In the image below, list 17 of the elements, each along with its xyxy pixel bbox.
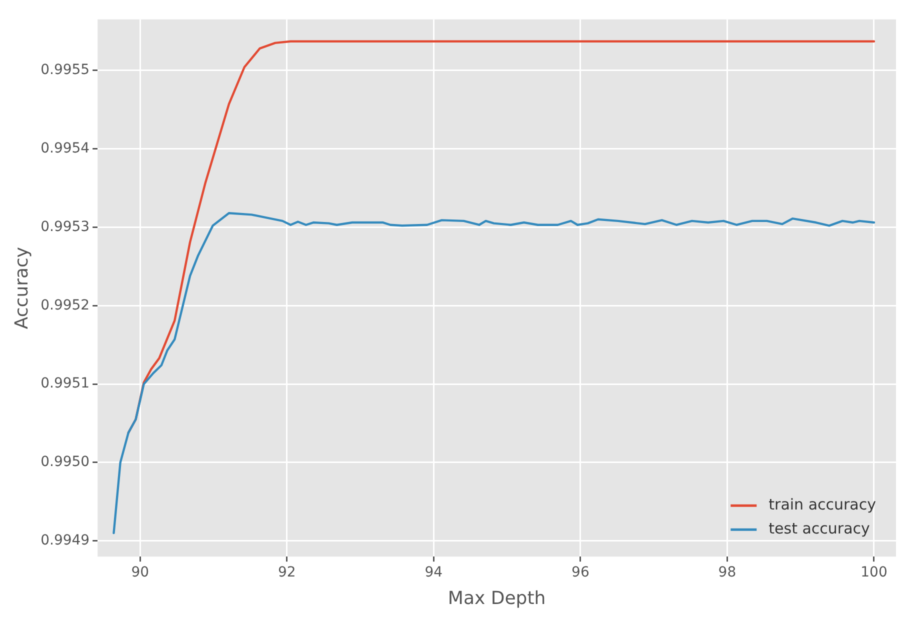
x-tick-label: 92 — [278, 564, 296, 581]
y-tick-label: 0.9949 — [40, 532, 90, 549]
x-tick-label: 94 — [424, 564, 443, 581]
legend-label: train accuracy — [768, 495, 876, 514]
y-tick-label: 0.9950 — [40, 454, 90, 470]
y-tick-label: 0.9954 — [40, 140, 90, 156]
x-axis-title: Max Depth — [448, 588, 546, 609]
x-tick-label: 98 — [718, 564, 736, 581]
y-tick-label: 0.9951 — [40, 376, 90, 392]
y-axis-title: Accuracy — [11, 246, 32, 330]
x-tick-label: 90 — [131, 564, 150, 581]
x-tick-label: 100 — [860, 564, 888, 581]
y-tick-label: 0.9952 — [40, 297, 90, 314]
y-tick-label: 0.9955 — [40, 62, 90, 78]
legend-label: test accuracy — [768, 519, 870, 538]
x-tick-label: 96 — [572, 564, 590, 581]
y-tick-label: 0.9953 — [40, 218, 90, 235]
